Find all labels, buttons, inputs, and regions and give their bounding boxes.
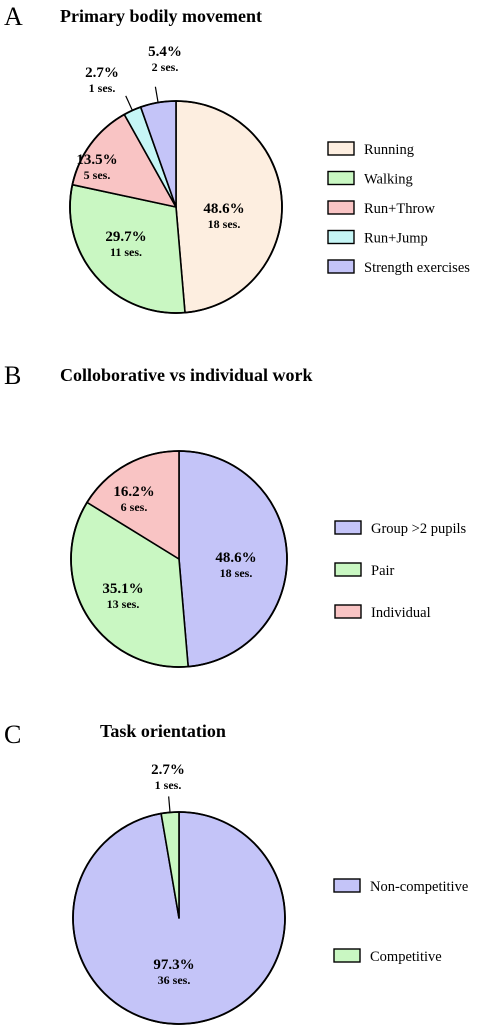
legend-swatch-competitive — [333, 948, 361, 963]
legend-label-strength-exercises: Strength exercises — [364, 260, 470, 276]
legend-label-individual: Individual — [371, 605, 431, 621]
pie-chart-task-orientation: 97.3%36 ses. 2.7%1 ses. — [72, 762, 286, 1025]
data-label-pct-group-2-pupils: 48.6% — [215, 550, 256, 566]
data-label-pct-individual: 16.2% — [113, 484, 154, 500]
legend-swatch-pair — [334, 562, 362, 577]
legend-item-strength-exercises: Strength exercises — [327, 259, 470, 276]
data-label-pct-running: 48.6% — [203, 201, 244, 217]
data-label-ses-strength-exercises: 2 ses. — [152, 60, 179, 74]
legend-item-pair: Pair — [334, 562, 395, 579]
panel-letter-b: B — [4, 361, 21, 390]
pie-outline — [72, 811, 286, 1025]
panel-a: A Primary bodily movement 48.6%18 ses. 29… — [4, 2, 470, 314]
data-label-ses-run-jump: 1 ses. — [89, 81, 116, 95]
legend-swatch-running — [327, 141, 355, 156]
leader-line-strength-exercises — [154, 86, 159, 103]
data-label-ses-group-2-pupils: 18 ses. — [220, 566, 253, 580]
leader-line-run-jump — [125, 95, 133, 111]
data-label-ses-pair: 13 ses. — [107, 597, 140, 611]
pie-chart-primary-movement: 48.6%18 ses. 29.7%11 ses. 13.5%5 ses. 2.7%1… — [69, 44, 283, 314]
data-label-ses-running: 18 ses. — [208, 217, 241, 231]
legend-swatch-individual — [334, 604, 362, 619]
legend-swatch-group-2-pupils — [334, 520, 362, 535]
legend-item-running: Running — [327, 141, 414, 158]
leader-line-competitive — [168, 796, 171, 813]
legend-item-competitive: Competitive — [333, 948, 442, 965]
data-label-ses-individual: 6 ses. — [121, 500, 148, 514]
legend-item-group-2-pupils: Group >2 pupils — [334, 520, 467, 537]
legend-label-running: Running — [364, 142, 414, 158]
legend-swatch-run-throw — [327, 200, 355, 215]
legend-label-non-competitive: Non-competitive — [370, 879, 468, 895]
legend-primary-movement: Running Walking Run+Throw Run+Jump Strength … — [327, 141, 470, 276]
legend-task-orientation: Non-competitive Competitive — [333, 878, 468, 965]
data-label-pct-strength-exercises: 5.4% — [148, 44, 182, 60]
data-label-ses-competitive: 1 ses. — [155, 778, 182, 792]
legend-item-run-throw: Run+Throw — [327, 200, 436, 217]
data-label-pct-walking: 29.7% — [105, 229, 146, 245]
pie-outline — [70, 450, 288, 668]
panel-letter-c: C — [4, 720, 21, 749]
data-label-pct-competitive: 2.7% — [151, 762, 185, 778]
panel-letter-a: A — [4, 2, 23, 31]
data-label-pct-run-throw: 13.5% — [76, 152, 117, 168]
legend-label-competitive: Competitive — [370, 949, 442, 965]
legend-label-pair: Pair — [371, 563, 395, 579]
panel-title-c: Task orientation — [100, 721, 226, 741]
pie-outline — [69, 100, 283, 314]
panel-c: C Task orientation 97.3%36 ses. 2.7%1 ses… — [4, 720, 468, 1025]
legend-swatch-run-jump — [327, 229, 355, 245]
legend-item-walking: Walking — [327, 170, 413, 188]
legend-item-non-competitive: Non-competitive — [333, 878, 468, 895]
legend-item-run-jump: Run+Jump — [327, 229, 428, 247]
data-label-ses-non-competitive: 36 ses. — [158, 973, 191, 987]
legend-label-run-jump: Run+Jump — [364, 231, 428, 247]
data-label-pct-pair: 35.1% — [102, 581, 143, 597]
legend-label-walking: Walking — [364, 172, 413, 188]
legend-swatch-strength-exercises — [327, 259, 355, 274]
data-label-pct-non-competitive: 97.3% — [153, 957, 194, 973]
pie-chart-collaborative: 48.6%18 ses. 35.1%13 ses. 16.2%6 ses. — [70, 450, 288, 668]
data-label-ses-run-throw: 5 ses. — [84, 168, 111, 182]
legend-label-run-throw: Run+Throw — [364, 201, 436, 217]
legend-swatch-walking — [327, 170, 355, 186]
panel-b: B Colloborative vs individual work 48.6%… — [4, 361, 467, 668]
panel-title-a: Primary bodily movement — [60, 6, 262, 26]
legend-label-group-2-pupils: Group >2 pupils — [371, 521, 467, 537]
legend-swatch-non-competitive — [333, 878, 361, 893]
legend-collaborative: Group >2 pupils Pair Individual — [334, 520, 467, 621]
data-label-ses-walking: 11 ses. — [110, 245, 142, 259]
panel-title-b: Colloborative vs individual work — [60, 365, 313, 385]
data-label-pct-run-jump: 2.7% — [85, 65, 119, 81]
legend-item-individual: Individual — [334, 604, 431, 621]
